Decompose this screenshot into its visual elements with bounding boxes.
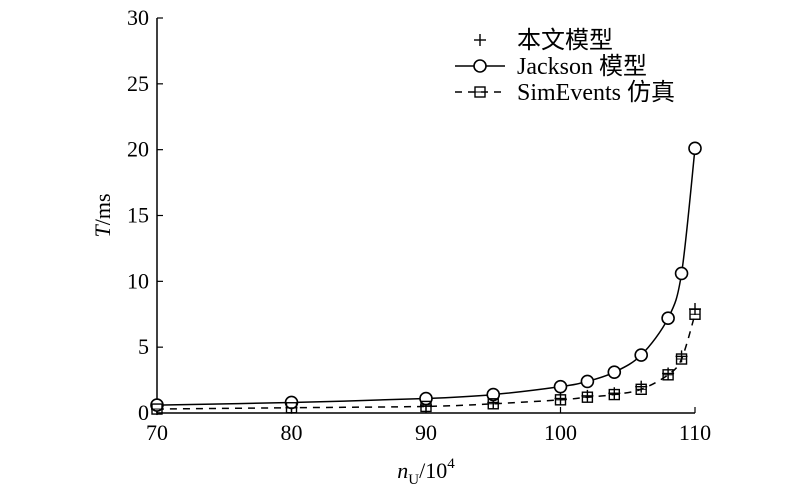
- circle-marker: [580, 374, 595, 389]
- circle-marker: [688, 141, 702, 156]
- y-tick-label: 10: [127, 268, 149, 293]
- square-marker: [474, 86, 486, 98]
- legend-label: 本文模型: [517, 27, 613, 54]
- y-tick-label: 30: [127, 5, 149, 30]
- square-marker: [635, 383, 647, 395]
- x-tick-label: 70: [146, 420, 168, 445]
- data-series: [150, 141, 702, 416]
- square-marker: [420, 400, 432, 413]
- square-marker: [581, 391, 594, 403]
- y-axis-label-rest: /ms: [90, 193, 115, 225]
- x-axis-label: nU/104: [397, 456, 455, 488]
- x-axis-label-sup: 4: [447, 456, 455, 472]
- y-tick-label: 5: [138, 334, 149, 359]
- y-tick-label: 15: [127, 203, 149, 228]
- legend-entry: 本文模型: [474, 27, 613, 54]
- plus-marker: [635, 380, 648, 393]
- legend-label: SimEvents 仿真: [517, 79, 675, 106]
- y-tick-label: 25: [127, 71, 149, 96]
- plus-marker: [474, 34, 486, 46]
- legend-entry: SimEvents 仿真: [455, 79, 675, 106]
- y-tick-label: 0: [138, 400, 149, 425]
- tick-marks: 70 80 90 100 110 0 5 10 15 20 25 30: [127, 5, 711, 445]
- plus-marker: [675, 350, 688, 363]
- square-marker: [608, 388, 620, 401]
- circle-marker: [634, 348, 649, 362]
- x-tick-label: 100: [544, 420, 577, 445]
- series-line-2: [156, 314, 696, 410]
- x-tick-label: 80: [281, 420, 303, 445]
- square-marker: [151, 403, 163, 415]
- y-tick-label: 20: [127, 137, 149, 162]
- circle-marker: [486, 387, 501, 402]
- circle-marker: [661, 311, 675, 326]
- square-marker: [487, 398, 499, 410]
- square-marker: [675, 353, 688, 365]
- circle-marker: [150, 398, 164, 412]
- y-axis-label: T/ms: [90, 193, 115, 237]
- circle-marker: [607, 365, 622, 379]
- y-axis-label-italic: T: [90, 224, 115, 238]
- square-marker: [554, 394, 567, 406]
- circle-marker: [674, 266, 689, 281]
- circle-marker: [473, 59, 487, 73]
- x-tick-label: 110: [679, 420, 711, 445]
- x-axis-label-main: n: [397, 458, 408, 483]
- circle-marker: [419, 391, 433, 406]
- series-markers-2: [151, 308, 701, 415]
- square-marker: [662, 369, 674, 381]
- legend-label: Jackson 模型: [517, 53, 647, 80]
- series-markers-1: [150, 141, 702, 412]
- legend-entry: Jackson 模型: [455, 53, 647, 80]
- x-axis-label-rest: /10: [419, 458, 447, 483]
- square-marker: [689, 308, 701, 320]
- x-axis-label-sub: U: [408, 472, 419, 488]
- circle-marker: [553, 379, 568, 394]
- square-marker: [285, 402, 298, 414]
- x-tick-label: 90: [415, 420, 437, 445]
